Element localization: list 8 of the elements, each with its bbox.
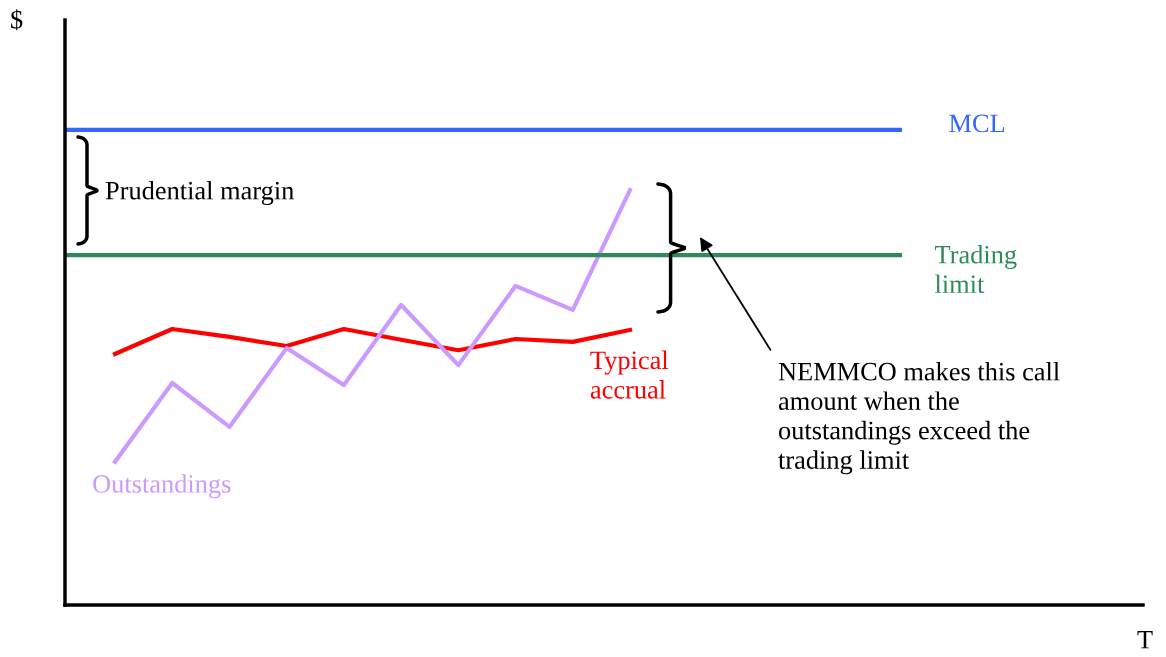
series-label: Typical accrual	[590, 350, 669, 399]
series-label: Outstandings	[93, 474, 231, 499]
ref-line-label: Trading limit	[934, 245, 1017, 294]
text: T	[1137, 631, 1153, 649]
annotation: Prudential margin	[105, 181, 294, 205]
ref-line-label: MCL	[949, 114, 1005, 133]
text: NEMMCO makes this call amount when the outstandings exceed the trading limit	[778, 362, 1060, 475]
text: $	[11, 9, 23, 31]
